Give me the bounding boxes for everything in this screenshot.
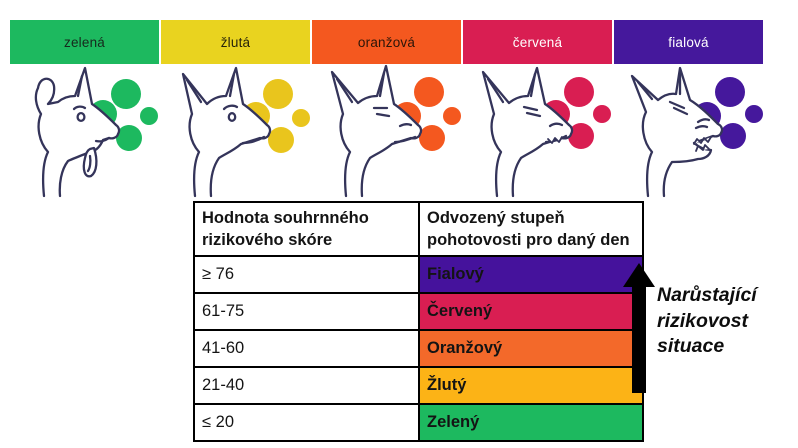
score-cell: 61-75: [193, 292, 420, 331]
table-row: 21-40 Žlutý: [193, 366, 644, 405]
dog-aggressive-icon: [614, 64, 765, 202]
score-cell: 21-40: [193, 366, 420, 405]
dog-illustrations: [10, 64, 765, 202]
score-cell: ≥ 76: [193, 255, 420, 294]
header-score: Hodnota souhrnného rizikového skóre: [193, 201, 420, 257]
band-zelena: zelená: [10, 20, 159, 64]
header-level: Odvozený stupeň pohotovosti pro daný den: [418, 201, 644, 257]
dog-attentive-icon: [161, 64, 312, 202]
dog-warning-icon: [463, 64, 614, 202]
band-label: žlutá: [220, 34, 251, 50]
score-cell: ≤ 20: [193, 403, 420, 442]
increasing-risk-arrow-icon: [622, 263, 656, 393]
level-cell: Žlutý: [418, 366, 644, 405]
table-row: 41-60 Oranžový: [193, 329, 644, 368]
dog-relaxed-icon: [10, 64, 161, 202]
table-row: ≤ 20 Zelený: [193, 403, 644, 442]
increasing-risk-caption: Narůstající rizikovost situace: [657, 284, 757, 358]
band-label: fialová: [668, 34, 709, 50]
level-cell: Červený: [418, 292, 644, 331]
risk-score-table: Hodnota souhrnného rizikového skóre Odvo…: [193, 201, 644, 442]
band-zluta: žlutá: [161, 20, 310, 64]
dog-alert-icon: [312, 64, 463, 202]
band-oranzova: oranžová: [312, 20, 461, 64]
band-label: zelená: [64, 34, 105, 50]
level-cell: Zelený: [418, 403, 644, 442]
level-cell: Fialový: [418, 255, 644, 294]
table-row: 61-75 Červený: [193, 292, 644, 331]
band-cervena: červená: [463, 20, 612, 64]
score-cell: 41-60: [193, 329, 420, 368]
band-label: oranžová: [357, 34, 416, 50]
color-scale: zelená žlutá oranžová červená fialová: [10, 20, 763, 64]
band-fialova: fialová: [614, 20, 763, 64]
table-header-row: Hodnota souhrnného rizikového skóre Odvo…: [193, 201, 644, 257]
level-cell: Oranžový: [418, 329, 644, 368]
band-label: červená: [512, 34, 563, 50]
table-row: ≥ 76 Fialový: [193, 255, 644, 294]
